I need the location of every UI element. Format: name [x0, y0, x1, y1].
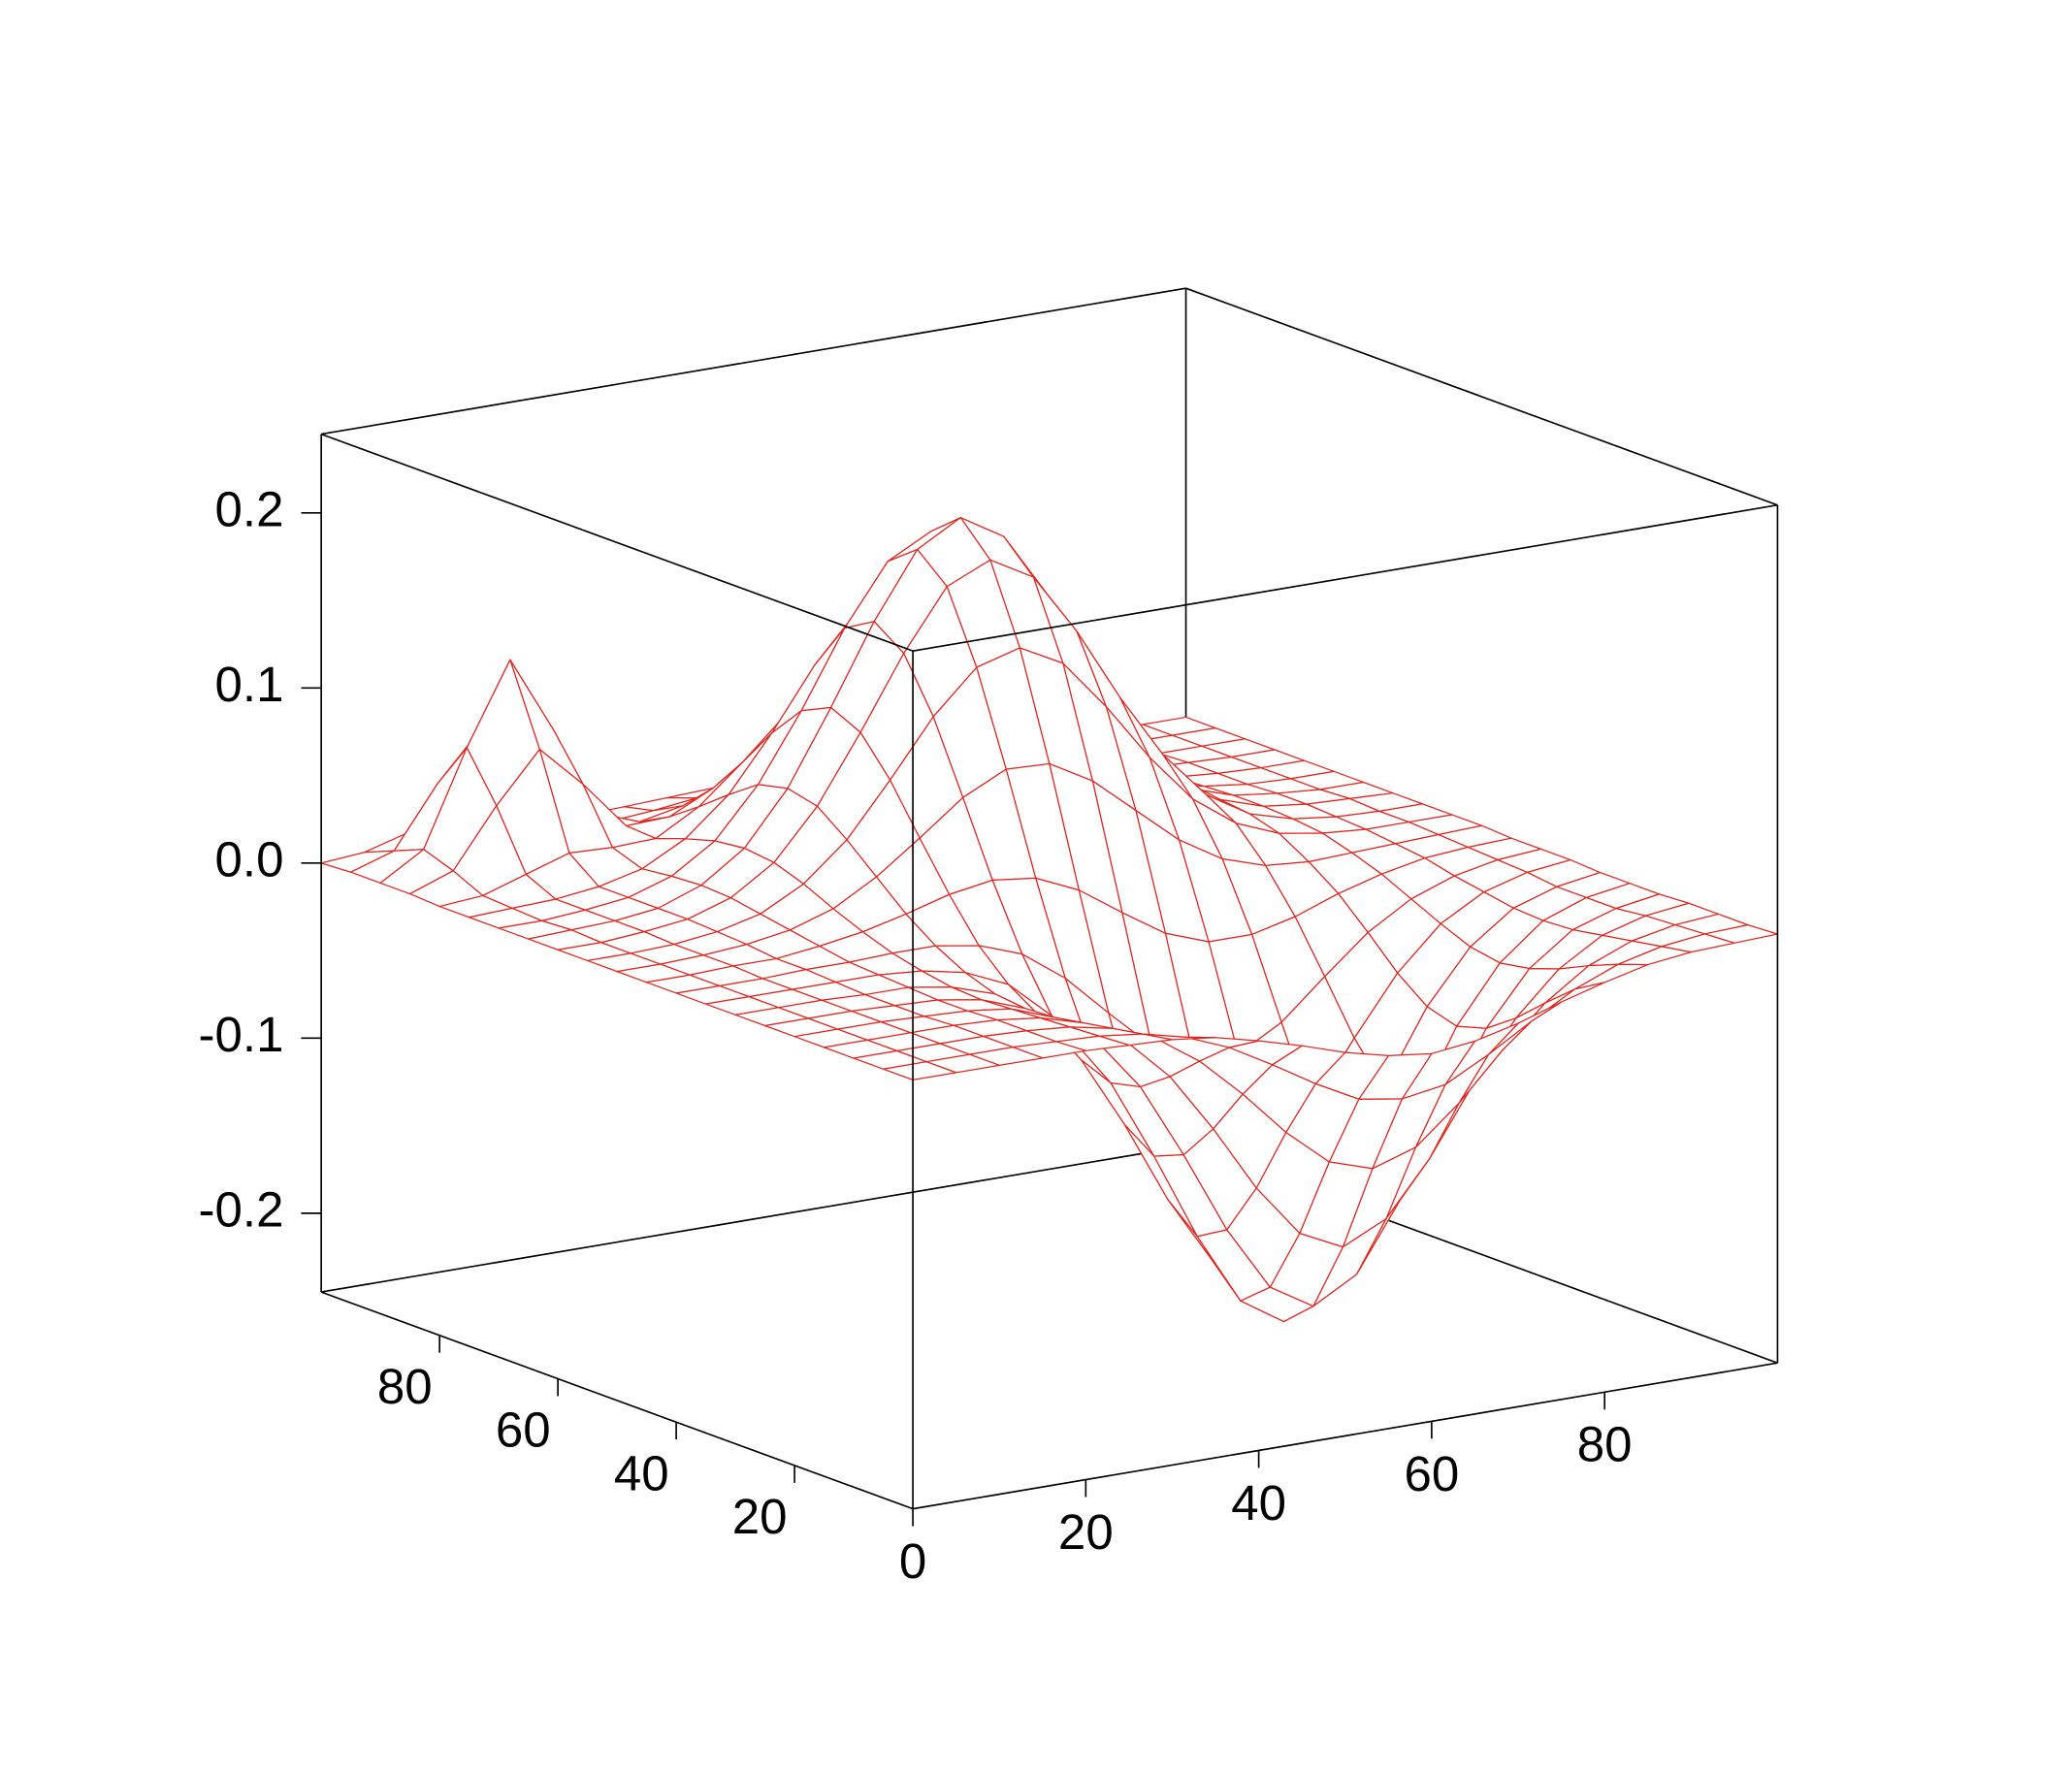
x-tick-label: 20 — [1058, 1504, 1114, 1560]
y-tick-label: 40 — [614, 1445, 669, 1500]
z-tick-label: 0.2 — [215, 481, 284, 536]
x-tick-label: 40 — [1231, 1475, 1286, 1531]
box-edge — [912, 503, 1778, 652]
y-tick-label: 80 — [377, 1359, 433, 1414]
box-edge — [320, 433, 914, 652]
x-tick-label: 80 — [1577, 1417, 1633, 1472]
axes: -0.2 -0.1 0.0 0.1 0.2 0 20 40 60 80 20 40 60 80 — [199, 481, 1633, 1589]
x-tick-label: 60 — [1404, 1446, 1459, 1501]
box-edge — [321, 287, 1186, 435]
surface — [320, 517, 1779, 1323]
box-edge — [1185, 287, 1778, 506]
surface-cell — [882, 1061, 957, 1081]
y-tick-label: 20 — [732, 1489, 788, 1544]
z-tick-label: 0.1 — [215, 657, 284, 712]
box-edge — [321, 1144, 1186, 1293]
box-edge — [912, 1362, 1778, 1510]
y-tick-label: 60 — [496, 1402, 551, 1458]
box-edge — [320, 1291, 914, 1510]
box-front — [320, 287, 1779, 1510]
z-tick-label: 0.0 — [215, 831, 284, 886]
z-tick-label: -0.1 — [199, 1007, 284, 1062]
x-tick-label: 0 — [899, 1533, 926, 1589]
z-tick-label: -0.2 — [199, 1181, 284, 1237]
